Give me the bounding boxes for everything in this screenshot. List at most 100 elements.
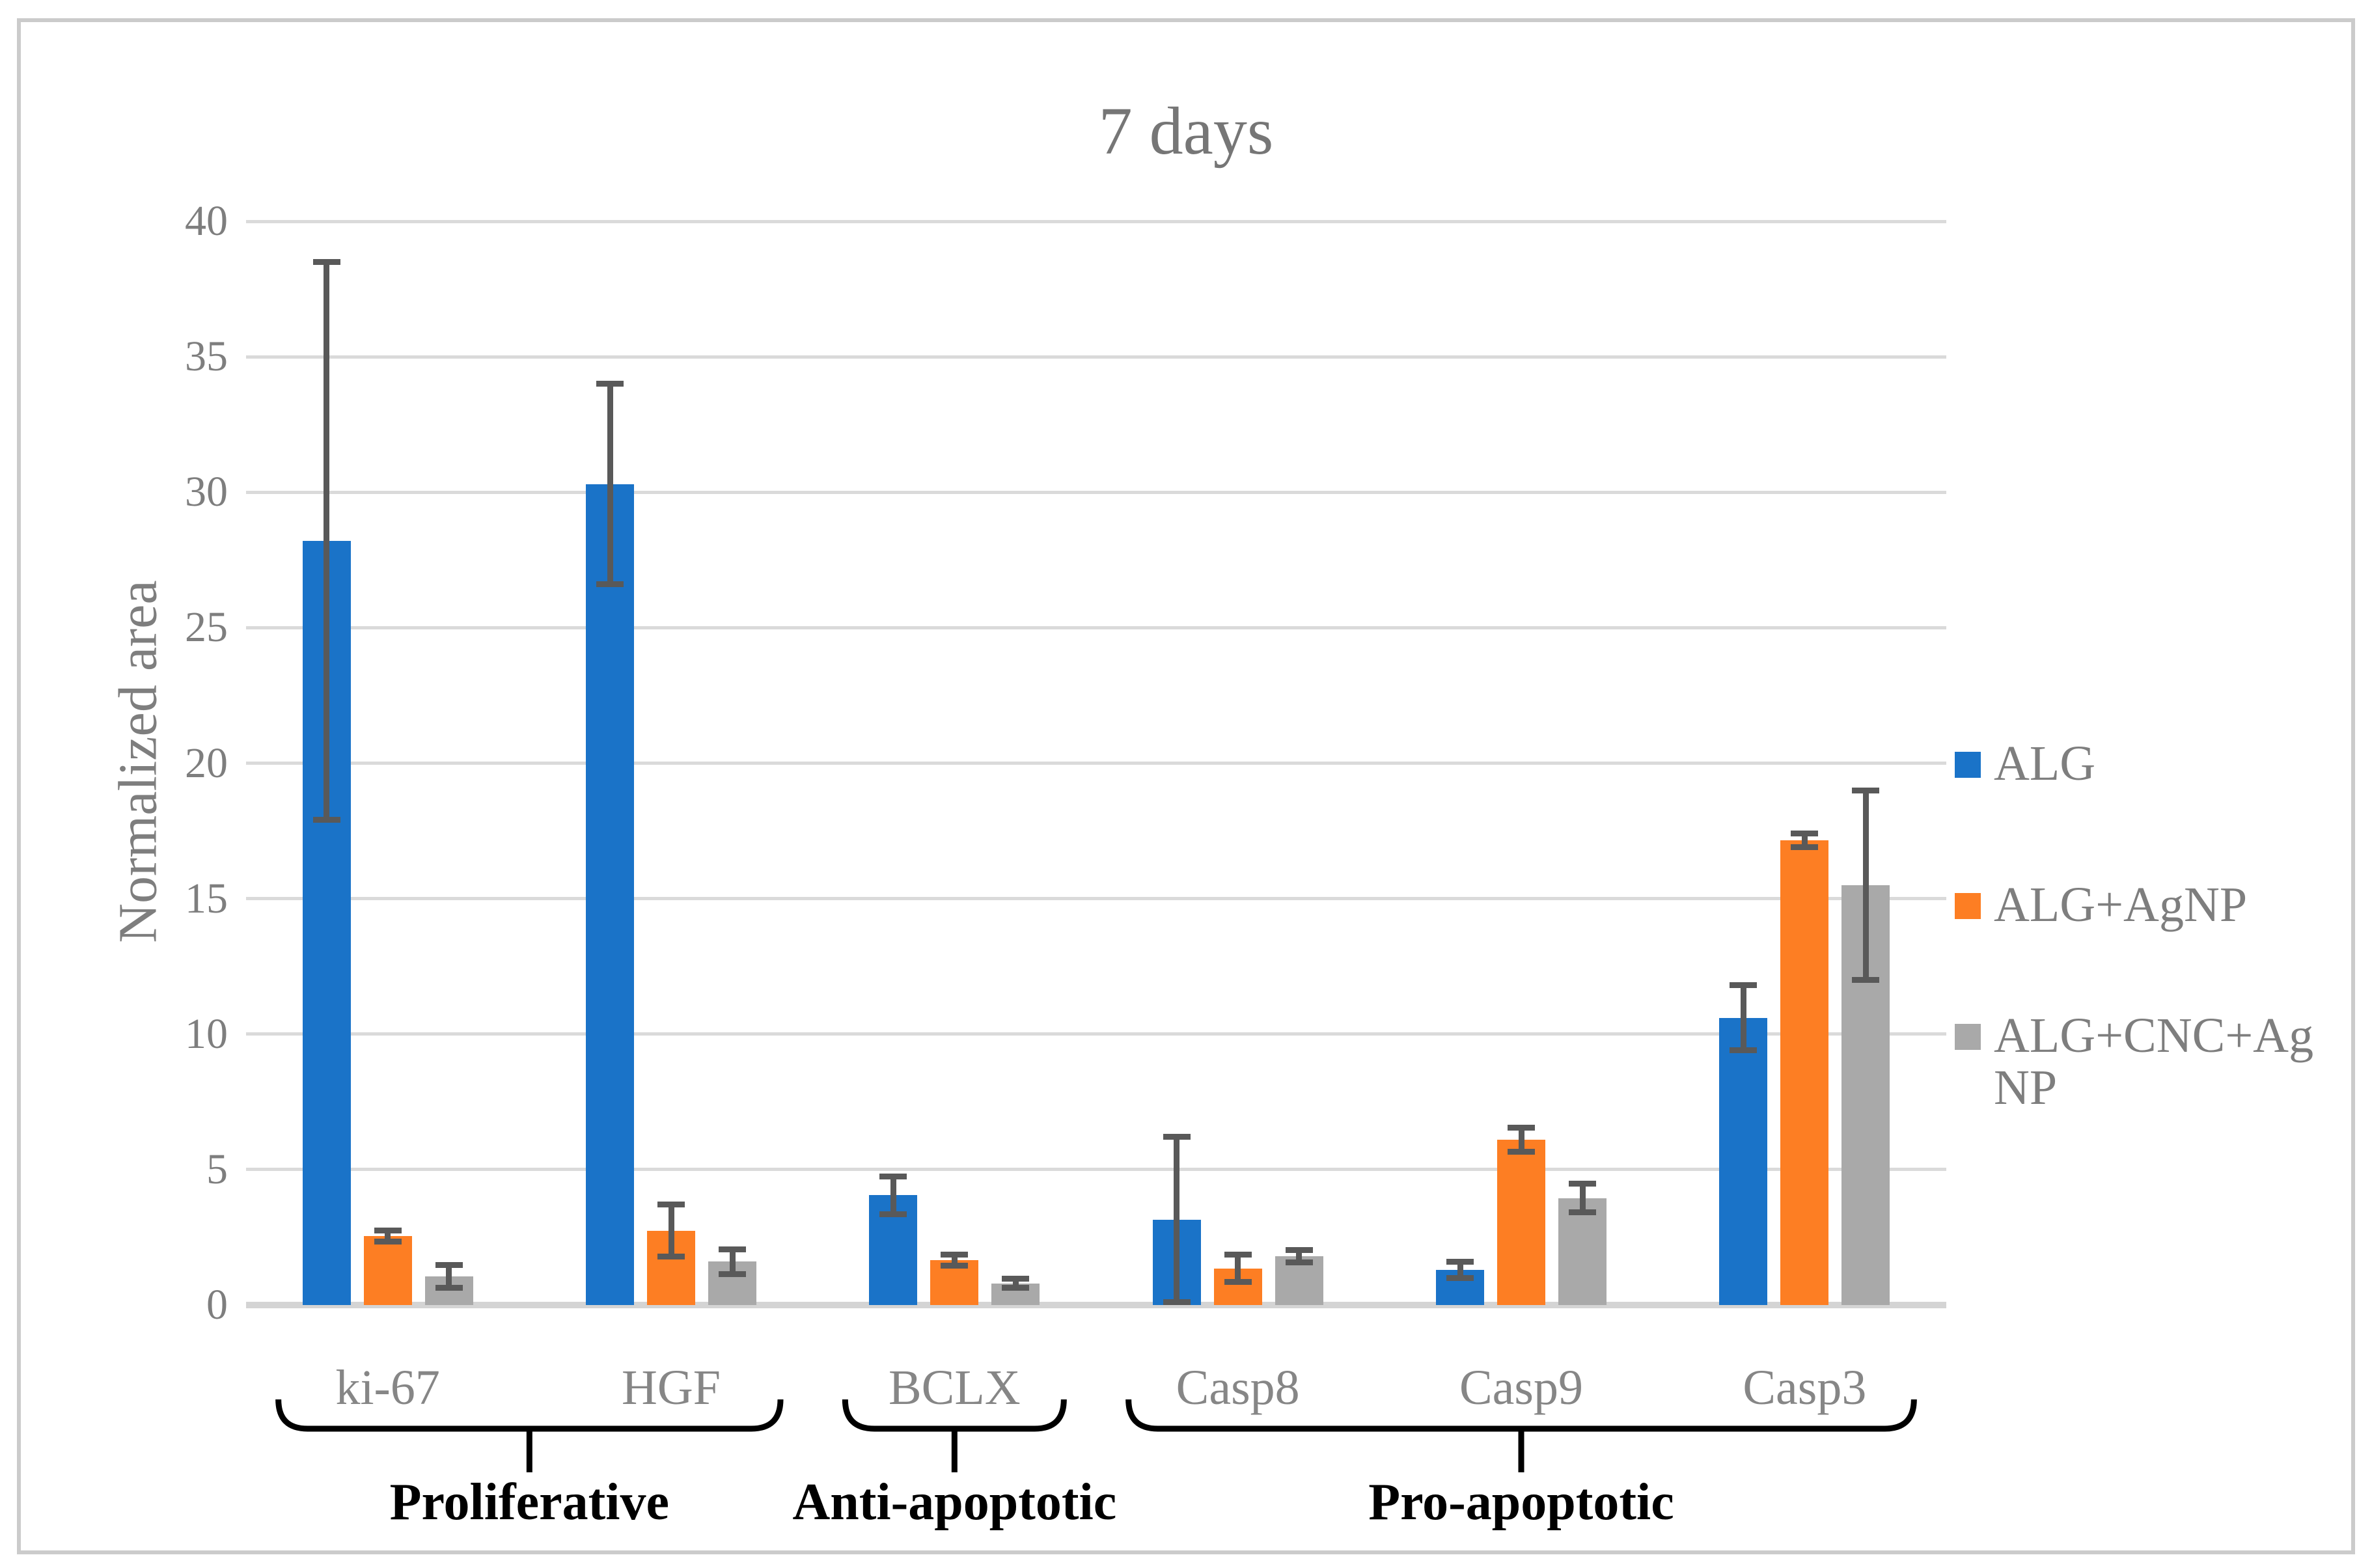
group-label-Proliferative: Proliferative (389, 1474, 670, 1531)
error-cap-top (1002, 1276, 1030, 1282)
category-label-Casp9: Casp9 (1459, 1360, 1583, 1415)
error-cap-bottom (1285, 1259, 1313, 1265)
error-bar (1862, 790, 1869, 980)
error-cap-top (596, 381, 624, 387)
bar-ALG+AgNP-Casp9 (1497, 1140, 1545, 1305)
legend-swatch-ALG (1955, 752, 1981, 778)
error-bar (1457, 1261, 1463, 1278)
category-label-Casp8: Casp8 (1176, 1360, 1300, 1415)
error-bar (890, 1176, 896, 1215)
error-bar (1518, 1127, 1524, 1152)
gridline (246, 1168, 1946, 1172)
gridline (246, 490, 1946, 494)
error-cap-top (1224, 1252, 1252, 1258)
error-cap-top (941, 1252, 969, 1258)
legend-label-ALG+CNC+AgNP: ALG+CNC+Ag NP (1994, 1008, 2314, 1115)
error-bar (668, 1204, 674, 1257)
group-label-Pro-apoptotic: Pro-apoptotic (1368, 1474, 1674, 1531)
error-cap-top (435, 1262, 463, 1269)
error-bar (1235, 1254, 1241, 1282)
y-tick-label: 20 (185, 739, 228, 787)
bar-ALG+AgNP-Casp3 (1780, 840, 1829, 1305)
group-brace (842, 1399, 1067, 1472)
bar-ALG+AgNP-ki-67 (363, 1235, 412, 1305)
error-cap-top (1163, 1134, 1191, 1140)
error-cap-bottom (312, 817, 340, 823)
bar-ALG-HGF (586, 484, 634, 1305)
x-axis-line (246, 1302, 1946, 1308)
y-tick-label: 40 (185, 197, 228, 245)
legend-label-ALG: ALG (1994, 736, 2096, 791)
legend-label-ALG+AgNP: ALG+AgNP (1994, 877, 2248, 932)
error-bar (1296, 1250, 1303, 1263)
legend-swatch-ALG+CNC+AgNP (1955, 1024, 1981, 1050)
chart-border (17, 18, 2355, 1554)
error-cap-bottom (1002, 1285, 1030, 1291)
error-bar (1801, 833, 1808, 847)
error-cap-top (312, 258, 340, 265)
gridline (246, 762, 1946, 765)
error-cap-bottom (435, 1285, 463, 1291)
error-cap-bottom (657, 1253, 685, 1259)
group-brace (275, 1399, 784, 1472)
error-cap-bottom (1569, 1209, 1596, 1216)
error-cap-top (1446, 1258, 1474, 1265)
error-cap-bottom (374, 1238, 402, 1245)
chart-title: 7 days (1098, 94, 1274, 169)
error-cap-bottom (941, 1263, 969, 1269)
category-label-HGF: HGF (621, 1360, 721, 1415)
error-bar (729, 1249, 736, 1274)
error-cap-bottom (1852, 977, 1880, 983)
gridline (246, 219, 1946, 223)
y-tick-label: 25 (185, 603, 228, 652)
error-cap-top (719, 1246, 746, 1252)
error-cap-top (1285, 1247, 1313, 1254)
gridline (246, 355, 1946, 359)
error-bar (324, 262, 330, 820)
y-tick-label: 30 (185, 468, 228, 516)
error-bar (607, 383, 613, 585)
gridline (246, 1032, 1946, 1036)
bar-ALG-Casp3 (1719, 1017, 1768, 1305)
gridline (246, 897, 1946, 901)
error-cap-bottom (1163, 1299, 1191, 1306)
error-cap-top (1791, 831, 1819, 837)
error-cap-bottom (596, 581, 624, 588)
y-tick-label: 5 (206, 1145, 228, 1193)
y-tick-label: 15 (185, 874, 228, 922)
error-bar (446, 1265, 452, 1288)
category-label-Casp3: Casp3 (1743, 1360, 1867, 1415)
error-cap-bottom (879, 1211, 907, 1218)
error-cap-bottom (1446, 1274, 1474, 1281)
group-label-Anti-apoptotic: Anti-apoptotic (792, 1474, 1117, 1531)
error-bar (1174, 1136, 1180, 1302)
error-cap-top (879, 1173, 907, 1179)
error-cap-top (374, 1228, 402, 1234)
error-cap-bottom (1508, 1149, 1535, 1155)
error-cap-top (1508, 1124, 1535, 1131)
error-cap-bottom (1730, 1047, 1758, 1054)
y-tick-label: 35 (185, 333, 228, 381)
gridline (246, 626, 1946, 629)
error-bar (951, 1254, 958, 1266)
error-bar (1740, 985, 1746, 1051)
bar-ALG+CNC+AgNP-Casp9 (1558, 1198, 1607, 1305)
error-cap-bottom (719, 1271, 746, 1278)
error-cap-top (657, 1202, 685, 1208)
legend-swatch-ALG+AgNP (1955, 893, 1981, 919)
y-tick-label: 10 (185, 1010, 228, 1058)
error-cap-top (1852, 787, 1880, 793)
error-bar (385, 1230, 391, 1242)
group-brace (1125, 1399, 1917, 1472)
error-cap-bottom (1791, 844, 1819, 851)
error-cap-top (1569, 1181, 1596, 1187)
error-bar (1012, 1278, 1019, 1288)
y-tick-label: 0 (206, 1281, 228, 1328)
error-bar (1579, 1183, 1586, 1213)
category-label-BCLX: BCLX (888, 1360, 1021, 1415)
error-cap-bottom (1224, 1279, 1252, 1286)
category-label-ki-67: ki-67 (335, 1360, 440, 1415)
error-cap-top (1730, 982, 1758, 989)
